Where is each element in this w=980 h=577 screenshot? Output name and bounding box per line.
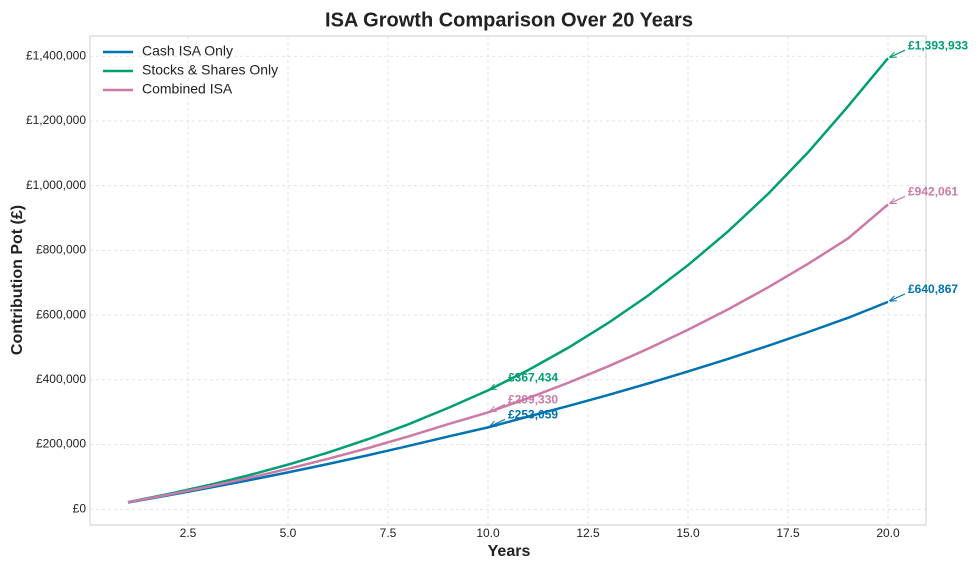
- x-tick-label: 17.5: [776, 526, 800, 540]
- annotation-arrow: [490, 418, 506, 426]
- legend-label: Stocks & Shares Only: [142, 62, 278, 78]
- annotation-label: £367,434: [508, 371, 558, 385]
- y-tick-label: £1,000,000: [26, 178, 86, 192]
- y-axis-label: Contribution Pot (£): [9, 205, 26, 355]
- y-tick-label: £200,000: [36, 437, 86, 451]
- series-line: [127, 300, 889, 504]
- series-line: [127, 57, 889, 504]
- x-tick-label: 12.5: [576, 526, 600, 540]
- y-tick-label: £400,000: [36, 372, 86, 386]
- annotation-arrow: [490, 403, 506, 411]
- y-tick-label: £1,400,000: [26, 48, 86, 62]
- x-tick-label: 7.5: [380, 526, 397, 540]
- y-tick-label: £1,200,000: [26, 113, 86, 127]
- x-axis-label: Years: [488, 543, 531, 560]
- annotation-label: £299,330: [508, 393, 558, 407]
- series-line: [127, 203, 889, 504]
- x-tick-label: 10.0: [476, 526, 500, 540]
- annotation-label: £640,867: [908, 282, 958, 296]
- x-tick-label: 5.0: [280, 526, 297, 540]
- chart-title: ISA Growth Comparison Over 20 Years: [325, 9, 693, 31]
- legend-label: Combined ISA: [142, 81, 233, 97]
- x-tick-label: 20.0: [876, 526, 900, 540]
- plot-area: [89, 35, 927, 526]
- legend-label: Cash ISA Only: [142, 43, 233, 59]
- y-tick-label: £800,000: [36, 243, 86, 257]
- annotation-arrow: [890, 195, 906, 203]
- annotation-label: £942,061: [908, 185, 958, 199]
- annotation-label: £1,393,933: [908, 38, 968, 52]
- annotation-label: £253,059: [508, 408, 558, 422]
- x-tick-label: 15.0: [676, 526, 700, 540]
- y-tick-label: £0: [73, 501, 87, 515]
- y-tick-label: £600,000: [36, 307, 86, 321]
- annotation-arrow: [890, 49, 906, 57]
- annotation-arrow: [490, 381, 506, 389]
- x-tick-label: 2.5: [180, 526, 197, 540]
- annotation-arrow: [890, 293, 906, 301]
